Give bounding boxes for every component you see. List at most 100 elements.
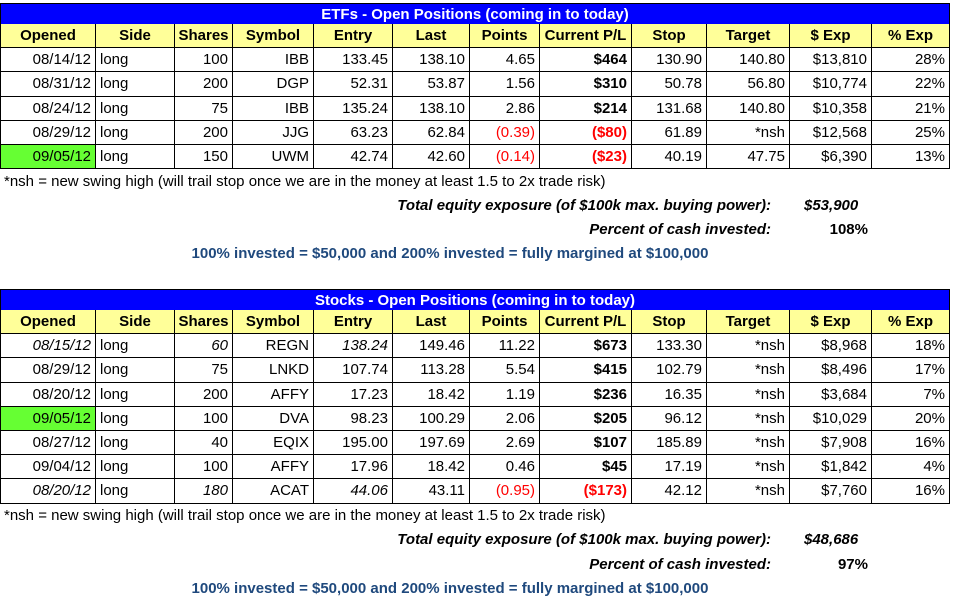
- table-cell: 16%: [872, 479, 950, 504]
- table-cell: 138.10: [393, 48, 470, 73]
- total-label: Total equity exposure (of $100k max. buy…: [397, 531, 771, 549]
- table-cell: long: [96, 455, 175, 480]
- table-cell: $10,774: [790, 72, 872, 97]
- table-cell: 28%: [872, 48, 950, 73]
- table-cell: 08/29/12: [0, 358, 96, 383]
- table-cell: 1.56: [470, 72, 540, 97]
- invested-note: 100% invested = $50,000 and 200% investe…: [191, 579, 709, 597]
- column-header: Side: [96, 310, 175, 335]
- table-cell: $205: [540, 406, 632, 431]
- percent-label: Percent of cash invested:: [589, 221, 771, 239]
- table-cell: (0.39): [470, 120, 540, 145]
- table-cell: 20%: [872, 406, 950, 431]
- table-cell: 98.23: [314, 406, 393, 431]
- table-cell: *nsh: [707, 358, 790, 383]
- table-cell: $7,760: [790, 479, 872, 504]
- column-header: % Exp: [872, 310, 950, 335]
- table-cell: 113.28: [393, 358, 470, 383]
- total-label: Total equity exposure (of $100k max. buy…: [397, 196, 771, 214]
- column-header: Points: [470, 310, 540, 335]
- table-cell: 138.10: [393, 96, 470, 121]
- table-cell: 52.31: [314, 72, 393, 97]
- table-cell: 149.46: [393, 334, 470, 359]
- table-cell: AFFY: [233, 455, 314, 480]
- table-cell: 56.80: [707, 72, 790, 97]
- column-header: Entry: [314, 24, 393, 49]
- table-cell: 53.87: [393, 72, 470, 97]
- table-cell: $1,842: [790, 455, 872, 480]
- section-title: Stocks - Open Positions (coming in to to…: [0, 289, 950, 311]
- table-cell: 4.65: [470, 48, 540, 73]
- table-cell: $8,968: [790, 334, 872, 359]
- table-cell: long: [96, 479, 175, 504]
- column-header: Current P/L: [540, 24, 632, 49]
- table-cell: 5.54: [470, 358, 540, 383]
- column-header: Last: [393, 24, 470, 49]
- table-cell: long: [96, 48, 175, 73]
- table-cell: 50.78: [632, 72, 707, 97]
- table-cell: $310: [540, 72, 632, 97]
- percent-value: 97%: [837, 555, 868, 573]
- table-cell: long: [96, 120, 175, 145]
- table-cell: 1.19: [470, 382, 540, 407]
- table-cell: 08/24/12: [0, 96, 96, 121]
- table-cell: long: [96, 382, 175, 407]
- table-cell: 60: [175, 334, 233, 359]
- table-cell: *nsh: [707, 479, 790, 504]
- table-cell: 08/20/12: [0, 382, 96, 407]
- table-cell: 140.80: [707, 48, 790, 73]
- table-cell: DGP: [233, 72, 314, 97]
- table-cell: 44.06: [314, 479, 393, 504]
- table-cell: 200: [175, 120, 233, 145]
- table-cell: 133.45: [314, 48, 393, 73]
- table-cell: 43.11: [393, 479, 470, 504]
- table-cell: 16.35: [632, 382, 707, 407]
- footnote: *nsh = new swing high (will trail stop o…: [4, 507, 606, 525]
- table-cell: (0.14): [470, 145, 540, 170]
- invested-note: 100% invested = $50,000 and 200% investe…: [191, 245, 709, 263]
- table-cell: $107: [540, 431, 632, 456]
- table-cell: 16%: [872, 431, 950, 456]
- column-header: Shares: [175, 310, 233, 335]
- table-cell: 63.23: [314, 120, 393, 145]
- table-cell: $415: [540, 358, 632, 383]
- table-cell: 130.90: [632, 48, 707, 73]
- table-cell: 42.74: [314, 145, 393, 170]
- table-cell: $12,568: [790, 120, 872, 145]
- table-cell: $13,810: [790, 48, 872, 73]
- column-header: % Exp: [872, 24, 950, 49]
- table-cell: 62.84: [393, 120, 470, 145]
- table-cell: AFFY: [233, 382, 314, 407]
- table-cell: *nsh: [707, 406, 790, 431]
- column-header: Entry: [314, 310, 393, 335]
- table-cell: $3,684: [790, 382, 872, 407]
- table-cell: 17.96: [314, 455, 393, 480]
- table-cell: long: [96, 96, 175, 121]
- table-cell: 09/05/12: [0, 406, 96, 431]
- column-header: $ Exp: [790, 310, 872, 335]
- table-cell: 100: [175, 406, 233, 431]
- table-cell: 09/05/12: [0, 145, 96, 170]
- table-cell: ($173): [540, 479, 632, 504]
- table-cell: 102.79: [632, 358, 707, 383]
- column-header: Points: [470, 24, 540, 49]
- table-cell: UWM: [233, 145, 314, 170]
- table-cell: 135.24: [314, 96, 393, 121]
- table-cell: 138.24: [314, 334, 393, 359]
- table-cell: 180: [175, 479, 233, 504]
- table-cell: 11.22: [470, 334, 540, 359]
- table-cell: 200: [175, 72, 233, 97]
- table-cell: long: [96, 334, 175, 359]
- table-cell: 18%: [872, 334, 950, 359]
- column-header: $ Exp: [790, 24, 872, 49]
- table-cell: (0.95): [470, 479, 540, 504]
- table-cell: 75: [175, 96, 233, 121]
- column-header: Stop: [632, 24, 707, 49]
- table-cell: 21%: [872, 96, 950, 121]
- column-header: Shares: [175, 24, 233, 49]
- table-cell: $10,358: [790, 96, 872, 121]
- table-cell: 08/29/12: [0, 120, 96, 145]
- table-cell: 7%: [872, 382, 950, 407]
- table-cell: 4%: [872, 455, 950, 480]
- table-cell: 140.80: [707, 96, 790, 121]
